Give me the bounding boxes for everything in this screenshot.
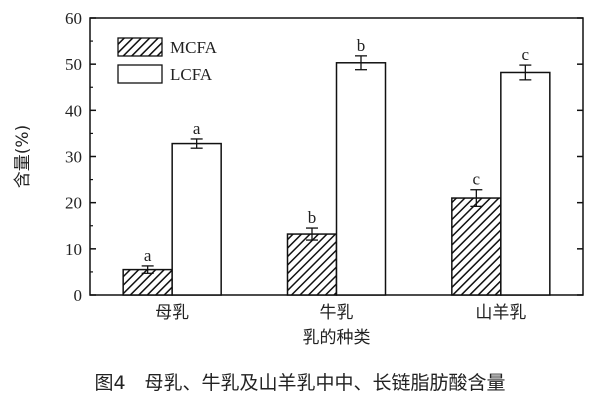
- y-tick-label: 60: [65, 9, 82, 28]
- plot-area: 0 10 20 30 40 50 60 含量(%) 母乳 a a 牛乳 b b 山羊乳 c c 乳的种类 MCFA L…: [13, 9, 584, 348]
- significance-label: b: [357, 36, 366, 55]
- significance-label: a: [193, 119, 201, 138]
- y-tick-label: 40: [65, 101, 82, 120]
- legend-swatch-mcfa: [117, 37, 163, 57]
- bar-lcfa: [335, 62, 387, 296]
- x-tick-label: 山羊乳: [475, 303, 526, 323]
- x-tick-label: 牛乳: [320, 303, 354, 323]
- significance-label: c: [473, 170, 481, 189]
- y-tick-label: 50: [65, 55, 82, 74]
- y-axis-title: 含量(%): [13, 125, 33, 188]
- y-tick-label: 20: [65, 194, 82, 213]
- significance-label: b: [308, 208, 317, 227]
- legend-label-lcfa: LCFA: [170, 65, 213, 84]
- bar-mcfa: [451, 197, 502, 296]
- y-tick-label: 30: [65, 148, 82, 167]
- legend-label-mcfa: MCFA: [170, 38, 218, 57]
- bar-lcfa: [500, 71, 551, 296]
- y-tick-label: 10: [65, 240, 82, 259]
- legend-swatch-lcfa: [117, 64, 163, 84]
- x-tick-label: 母乳: [155, 303, 189, 323]
- bar-lcfa: [171, 142, 222, 296]
- y-tick-label: 0: [74, 286, 83, 305]
- bar-chart: 0 10 20 30 40 50 60 含量(%) 母乳 a a 牛乳 b b 山羊乳 c c 乳的种类 MCFA L…: [13, 9, 584, 348]
- figure-caption: 图4 母乳、牛乳及山羊乳中中、长链脂肪酸含量: [94, 372, 506, 394]
- x-axis-title: 乳的种类: [303, 328, 371, 348]
- significance-label: c: [522, 45, 530, 64]
- significance-label: a: [144, 246, 152, 265]
- bar-mcfa: [286, 233, 338, 296]
